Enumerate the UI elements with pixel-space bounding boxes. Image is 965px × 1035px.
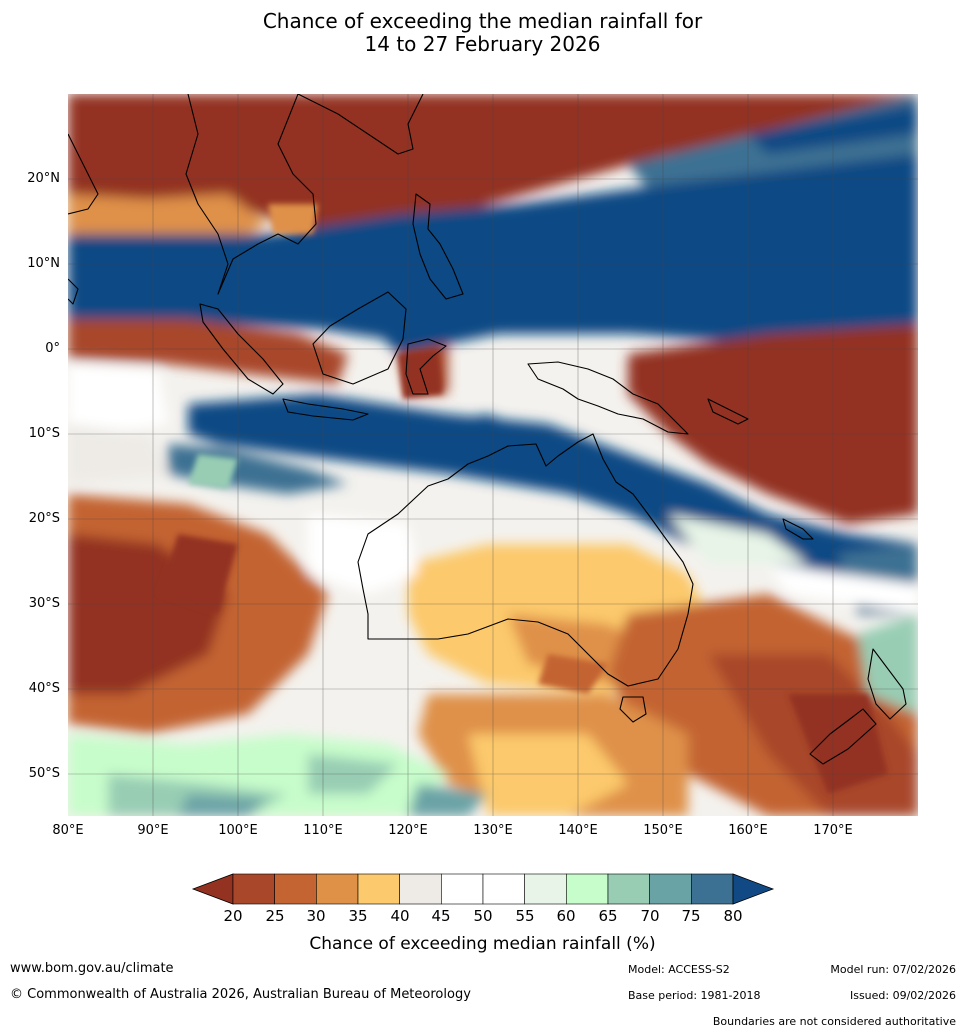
colorbar-tick-30: 30 [306,907,326,925]
philippines-coast [412,193,464,300]
lat-label-10s: 10°S [28,426,60,441]
lat-label-eq: 0° [45,341,60,356]
model-run-text: Model run: 07/02/2026 [830,963,956,976]
new-caledonia-coast [782,518,814,540]
colorbar-swatch [691,873,734,905]
model-text: Model: ACCESS-S2 [628,963,730,976]
sri-lanka-coast [68,278,79,305]
india-coast [68,133,99,215]
sumatra-coast [199,303,284,395]
map-canvas [68,94,918,816]
probability-detail [158,204,888,794]
colorbar-swatch [274,873,317,905]
title-line-2: 14 to 27 February 2026 [364,32,601,56]
issued-text: Issued: 09/02/2026 [849,989,956,1002]
base-period-text: Base period: 1981-2018 [628,989,761,1002]
probability-field [68,94,918,816]
lon-label-170e: 170°E [813,823,853,838]
lat-label-20s: 20°S [28,511,60,526]
colorbar-tick-50: 50 [473,907,493,925]
colorbar-swatch [524,873,567,905]
colorbar-swatch [232,873,275,905]
colorbar-swatch [649,873,692,905]
colorbar-swatch [566,873,609,905]
nz-north-coast [867,648,907,720]
colorbar-tick-45: 45 [431,907,451,925]
colorbar-swatch [482,873,525,905]
colorbar-tick-25: 25 [265,907,285,925]
lon-label-90e: 90°E [137,823,169,838]
lon-label-120e: 120°E [388,823,428,838]
lat-label-20n: 20°N [27,171,60,186]
lat-label-30s: 30°S [28,596,60,611]
colorbar-swatch [316,873,359,905]
lat-label-50s: 50°S [28,766,60,781]
colorbar-swatch [357,873,400,905]
colorbar-arrow-low [191,873,234,905]
nz-south-coast [809,708,877,765]
sulawesi-coast [405,338,447,395]
map-title: Chance of exceeding the median rainfall … [0,10,965,56]
china-coast [297,94,424,155]
solomons-coast [707,398,749,425]
boundaries-note: Boundaries are not considered authoritat… [712,1015,956,1028]
new-guinea-coast [527,361,689,435]
indochina-coast [185,94,317,295]
lat-label-10n: 10°N [27,256,60,271]
colorbar-tick-80: 80 [723,907,743,925]
lat-label-40s: 40°S [28,681,60,696]
colorbar-swatch [399,873,442,905]
colorbar-tick-20: 20 [223,907,243,925]
coastlines [68,94,907,765]
lon-label-160e: 160°E [728,823,768,838]
colorbar-swatch [441,873,484,905]
rainfall-map [68,94,918,816]
colorbar-tick-55: 55 [515,907,535,925]
colorbar [191,873,775,905]
lon-label-150e: 150°E [643,823,683,838]
lon-label-80e: 80°E [52,823,84,838]
australia-coast [357,433,694,687]
colorbar-title: Chance of exceeding median rainfall (%) [309,934,656,954]
lon-label-130e: 130°E [473,823,513,838]
java-coast [282,398,369,421]
colorbar-tick-60: 60 [556,907,576,925]
borneo-coast [312,291,407,385]
colorbar-swatch [607,873,650,905]
colorbar-tick-65: 65 [598,907,618,925]
lon-label-140e: 140°E [558,823,598,838]
title-line-1: Chance of exceeding the median rainfall … [262,9,703,33]
colorbar-arrow-high [732,873,775,905]
colorbar-tick-40: 40 [390,907,410,925]
lon-label-110e: 110°E [303,823,343,838]
tasmania-coast [619,696,647,723]
website-link[interactable]: www.bom.gov.au/climate [10,961,174,976]
colorbar-tick-70: 70 [640,907,660,925]
copyright-text: © Commonwealth of Australia 2026, Austra… [10,987,471,1002]
colorbar-tick-75: 75 [681,907,701,925]
graticule [68,94,918,816]
lon-label-100e: 100°E [218,823,258,838]
colorbar-tick-35: 35 [348,907,368,925]
